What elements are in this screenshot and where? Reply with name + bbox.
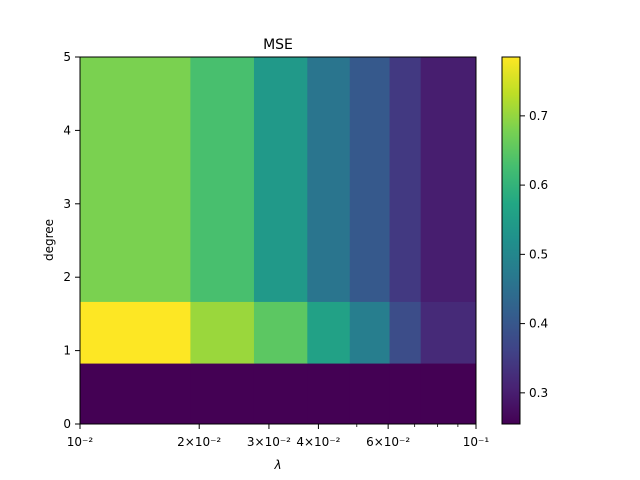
heatmap-cell xyxy=(190,363,255,425)
heatmap-cell xyxy=(80,363,191,425)
colorbar-gradient xyxy=(501,56,521,425)
x-axis-label: λ xyxy=(273,458,281,472)
y-tick-label: 4 xyxy=(63,123,71,137)
heatmap-cell xyxy=(420,363,477,425)
heatmap-cell xyxy=(80,301,191,364)
x-tick-label: 2×10⁻² xyxy=(177,435,221,449)
y-axis-label: degree xyxy=(42,219,56,261)
x-axis-ticks: 10⁻² 2×10⁻² 3×10⁻² 4×10⁻² 6×10⁻² 10⁻¹ xyxy=(67,424,490,449)
x-tick-label: 4×10⁻² xyxy=(296,435,340,449)
heatmap-cell xyxy=(253,57,308,302)
heatmap-cell xyxy=(307,363,351,425)
heatmap-cell xyxy=(253,363,308,425)
heatmap-cell xyxy=(420,301,477,364)
chart-title: MSE xyxy=(263,37,293,53)
colorbar-tick-label: 0.6 xyxy=(529,178,548,192)
heatmap-cell xyxy=(389,363,422,425)
y-tick-label: 5 xyxy=(63,50,71,64)
colorbar-tick-label: 0.3 xyxy=(529,386,548,400)
heatmap-cell xyxy=(349,57,391,302)
heatmap-cell xyxy=(190,57,255,302)
x-tick-label: 6×10⁻² xyxy=(366,435,410,449)
colorbar: 0.3 0.4 0.5 0.6 0.7 xyxy=(501,56,548,425)
colorbar-tick-label: 0.7 xyxy=(529,109,548,123)
heatmap-cell xyxy=(389,57,422,302)
heatmap-cell xyxy=(307,301,351,364)
heatmap-cell xyxy=(253,301,308,364)
y-tick-label: 2 xyxy=(63,270,71,284)
heatmap-cell xyxy=(190,301,255,364)
heatmap-cell xyxy=(389,301,422,364)
axes-frame xyxy=(79,56,477,425)
heatmap-cell xyxy=(80,57,191,302)
heatmap-cell xyxy=(420,57,477,302)
x-tick-label: 10⁻² xyxy=(67,435,94,449)
y-axis-ticks: 0 1 2 3 4 5 xyxy=(63,50,80,431)
heatmap-cell xyxy=(349,301,391,364)
heatmap-cells xyxy=(80,57,477,425)
colorbar-tick-label: 0.4 xyxy=(529,317,548,331)
y-tick-label: 0 xyxy=(63,417,71,431)
heatmap-cell xyxy=(307,57,351,302)
y-tick-label: 3 xyxy=(63,197,71,211)
heatmap-cell xyxy=(349,363,391,425)
colorbar-tick-label: 0.5 xyxy=(529,247,548,261)
x-tick-label: 3×10⁻² xyxy=(247,435,291,449)
x-tick-label: 10⁻¹ xyxy=(463,435,490,449)
y-tick-label: 1 xyxy=(63,344,71,358)
